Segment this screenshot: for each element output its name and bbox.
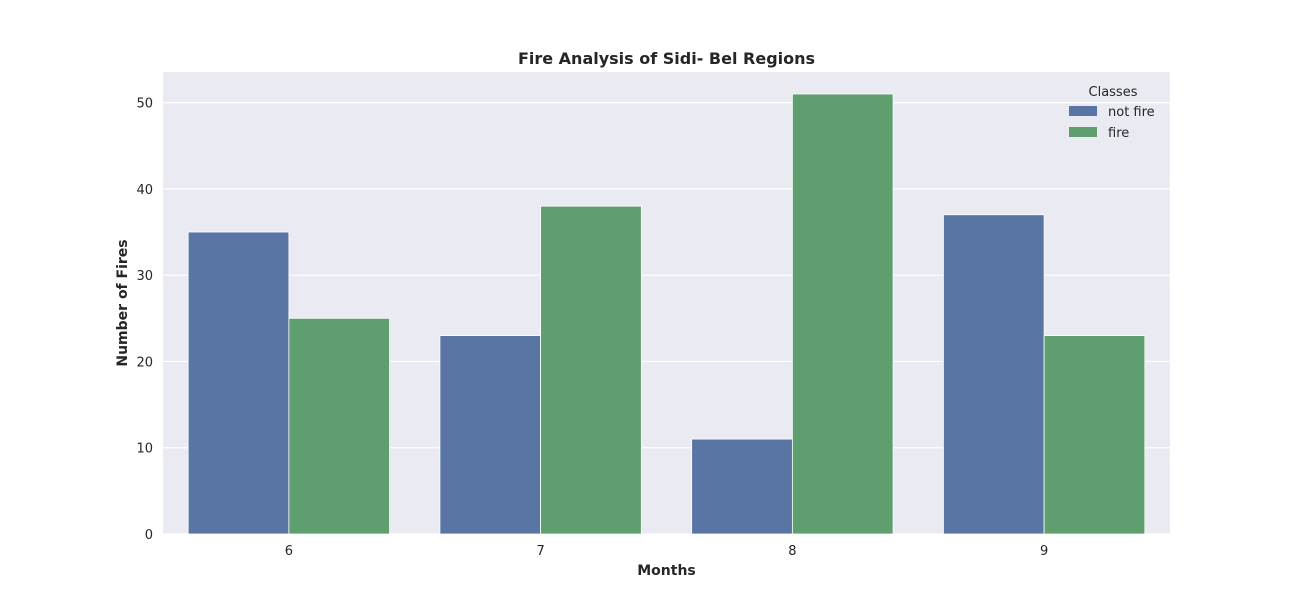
bar-not-fire-9 <box>943 214 1045 535</box>
y-tick-label: 50 <box>136 97 153 112</box>
chart-title: Fire Analysis of Sidi- Bel Regions <box>518 49 815 68</box>
y-tick-label: 0 <box>145 528 153 543</box>
bar-fire-7 <box>540 205 642 535</box>
y-tick-label: 10 <box>136 442 153 457</box>
legend-label-fire: fire <box>1108 126 1129 141</box>
x-tick-label: 9 <box>1040 544 1048 559</box>
x-axis-title: Months <box>637 563 696 579</box>
x-tick-label: 8 <box>788 544 796 559</box>
legend-label-not-fire: not fire <box>1108 105 1155 120</box>
y-axis-ticks: 0 10 20 30 40 50 <box>136 97 153 543</box>
bar-not-fire-7 <box>439 335 542 535</box>
legend-swatch-fire <box>1069 127 1097 137</box>
y-tick-label: 40 <box>136 183 153 198</box>
bar-fire-6 <box>288 317 390 535</box>
x-axis-ticks: 6 7 8 9 <box>285 544 1049 559</box>
y-tick-label: 30 <box>136 269 153 284</box>
x-tick-label: 6 <box>285 544 293 559</box>
legend-title: Classes <box>1089 85 1138 100</box>
legend-swatch-not-fire <box>1069 106 1097 116</box>
bar-fire-8 <box>791 93 894 535</box>
bar-not-fire-6 <box>187 231 290 535</box>
bar-not-fire-8 <box>691 438 793 535</box>
y-tick-label: 20 <box>136 355 153 370</box>
bar-fire-9 <box>1043 335 1146 535</box>
y-axis-title: Number of Fires <box>115 239 131 366</box>
bars <box>187 93 1146 535</box>
x-tick-label: 7 <box>536 544 544 559</box>
legend: Classes not fire fire <box>1069 85 1155 141</box>
